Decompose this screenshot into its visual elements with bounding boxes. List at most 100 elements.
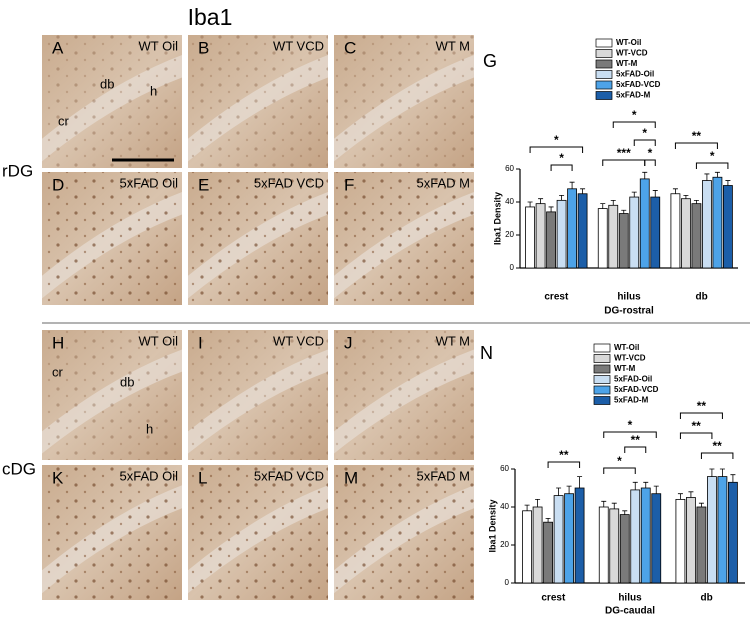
bar: [567, 188, 577, 269]
region-label: h: [146, 421, 153, 436]
bar: [597, 208, 608, 269]
error-bar: [610, 199, 616, 206]
row-label: rDG: [2, 161, 33, 180]
significance-label: **: [559, 448, 569, 462]
panel-caption: WT VCD: [273, 333, 324, 348]
bar: [532, 506, 543, 584]
error-bar: [709, 468, 715, 477]
significance-label: **: [631, 433, 641, 447]
y-tick-label: 0: [505, 578, 510, 587]
error-bar: [672, 188, 678, 194]
error-bar: [580, 188, 586, 194]
error-bar: [693, 199, 699, 204]
panel-caption: 5xFAD Oil: [119, 468, 178, 483]
error-bar: [688, 491, 694, 498]
legend-swatch: [595, 59, 613, 69]
significance-bracket: [550, 164, 573, 171]
significance-bracket: [700, 452, 734, 459]
bar: [639, 178, 650, 269]
significance-bracket: [529, 146, 584, 153]
x-tick-label: hilus: [618, 593, 642, 604]
error-bar: [643, 481, 649, 488]
bar: [525, 206, 535, 269]
panel-caption: 5xFAD Oil: [119, 175, 178, 190]
error-bar: [556, 487, 562, 496]
panel-letter: C: [344, 38, 356, 57]
error-bar: [601, 500, 607, 507]
significance-label: *: [648, 146, 653, 160]
error-bar: [524, 504, 530, 511]
bar: [522, 510, 532, 584]
legend-swatch: [595, 80, 613, 90]
bar: [702, 180, 712, 269]
bar: [686, 497, 696, 584]
legend-label: WT-M: [614, 364, 636, 373]
error-bar: [611, 502, 617, 509]
bar: [609, 508, 620, 584]
significance-bracket: [674, 142, 718, 149]
legend-swatch: [593, 396, 611, 405]
y-axis-label: Iba1 Density: [492, 192, 502, 245]
legend-swatch: [595, 70, 613, 79]
panel-caption: WT VCD: [273, 38, 324, 53]
bar: [629, 196, 640, 269]
bar: [546, 211, 556, 269]
x-tick-label: db: [696, 292, 708, 303]
x-axis-label: DG-rostral: [604, 306, 654, 317]
significance-bracket: [547, 461, 581, 468]
significance-bracket: [695, 162, 729, 169]
legend-label: WT-M: [616, 59, 638, 68]
error-bar: [730, 474, 736, 483]
bar: [728, 481, 738, 584]
bar: [723, 185, 733, 269]
x-tick-label: crest: [544, 292, 569, 303]
y-tick-label: 20: [505, 230, 514, 239]
significance-bracket: [679, 412, 723, 419]
legend-label: 5xFAD-Oil: [614, 375, 652, 384]
error-bar: [719, 468, 725, 477]
cells: [42, 330, 182, 460]
significance-label: **: [692, 129, 702, 143]
panel-caption: WT M: [436, 333, 470, 348]
significance-label: *: [710, 149, 715, 163]
bar: [670, 193, 681, 269]
panel-letter: M: [344, 468, 358, 487]
panel-caption: WT Oil: [139, 333, 179, 348]
cells: [42, 172, 182, 305]
significance-bracket: [612, 121, 656, 128]
region-label: cr: [58, 113, 70, 128]
cells: [188, 330, 328, 460]
significance-label: ***: [617, 146, 631, 160]
legend-label: WT-Oil: [614, 343, 639, 352]
bar: [717, 476, 728, 584]
legend-swatch: [593, 375, 611, 384]
bar: [574, 487, 585, 584]
legend-label: 5xFAD-M: [614, 396, 649, 405]
cells: [334, 465, 474, 600]
error-bar: [538, 198, 544, 204]
legend-label: WT-VCD: [616, 49, 648, 58]
error-bar: [548, 206, 554, 212]
region-label: h: [150, 83, 157, 98]
significance-bracket: [679, 432, 713, 439]
cells: [334, 172, 474, 305]
significance-bracket: [633, 139, 656, 146]
error-bar: [725, 180, 731, 186]
error-bar: [527, 201, 533, 207]
cells: [334, 35, 474, 168]
error-bar: [704, 173, 710, 181]
panel-letter: L: [198, 468, 207, 487]
panel-caption: 5xFAD M: [417, 175, 470, 190]
significance-label: *: [642, 126, 647, 140]
y-axis-label: Iba1 Density: [487, 499, 497, 552]
error-bar: [714, 171, 720, 178]
significance-label: *: [628, 418, 633, 432]
y-tick-label: 20: [500, 540, 509, 549]
significance-label: *: [559, 151, 564, 165]
cells: [188, 35, 328, 168]
significance-bracket: [602, 159, 646, 166]
bar: [707, 476, 717, 584]
bar: [598, 506, 609, 584]
panel-letter: A: [52, 38, 64, 57]
panel-caption: WT M: [436, 38, 470, 53]
